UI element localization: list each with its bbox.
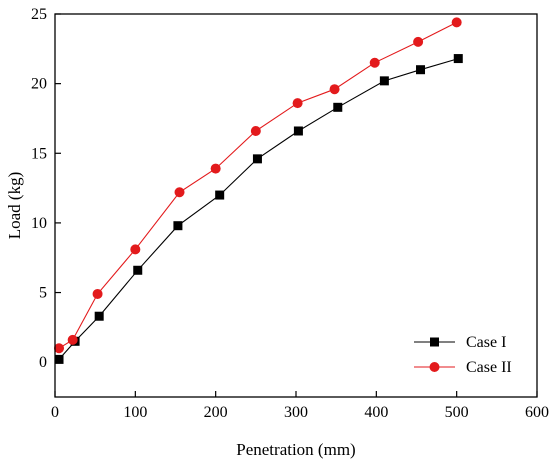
legend-label-case-1: Case I	[466, 334, 506, 351]
legend-item-case-1: Case I	[414, 334, 506, 351]
data-point-case-2	[67, 334, 78, 345]
data-point-case-1	[379, 76, 389, 86]
data-point-case-1	[94, 311, 104, 321]
x-axis-title: Penetration (mm)	[236, 440, 355, 459]
legend: Case I Case II	[414, 334, 512, 376]
legend-item-case-2: Case II	[414, 359, 512, 376]
y-tick-label: 15	[31, 145, 47, 162]
legend-label-case-2: Case II	[466, 359, 512, 376]
data-point-case-2	[210, 163, 221, 174]
legend-marker-case-2	[429, 362, 440, 372]
data-point-case-2	[329, 84, 340, 95]
y-tick-label: 25	[31, 6, 47, 23]
y-tick-label: 0	[39, 354, 47, 371]
x-tick-label: 400	[364, 404, 388, 421]
data-point-case-1	[252, 154, 262, 164]
x-tick-label: 200	[204, 404, 228, 421]
plot-frame	[54, 13, 538, 398]
y-tick-label: 10	[31, 215, 47, 232]
x-tick-label: 600	[525, 404, 549, 421]
x-axis-ticks: 0 100 200 300 400 500 600	[51, 391, 549, 421]
x-tick-label: 100	[123, 404, 147, 421]
legend-marker-case-1	[430, 337, 439, 347]
data-point-case-2	[54, 343, 65, 354]
series-line-1	[58, 58, 459, 360]
data-point-case-2	[250, 125, 261, 136]
data-point-case-2	[369, 57, 380, 68]
x-tick-label: 0	[51, 404, 59, 421]
x-tick-label: 300	[284, 404, 308, 421]
data-point-case-2	[174, 187, 185, 198]
data-point-case-2	[130, 244, 141, 255]
series-layer	[54, 17, 463, 364]
data-point-case-1	[173, 221, 183, 231]
data-point-case-1	[453, 54, 463, 64]
series-line-2	[58, 21, 457, 349]
x-tick-label: 500	[445, 404, 469, 421]
y-axis-title: Load (kg)	[5, 172, 24, 240]
data-point-case-2	[413, 36, 424, 47]
data-point-case-1	[54, 354, 64, 364]
data-point-case-2	[292, 98, 303, 109]
data-point-case-1	[133, 265, 143, 275]
data-point-case-1	[293, 126, 303, 136]
y-axis-ticks: 0 5 10 15 20 25	[31, 6, 61, 371]
data-point-case-1	[215, 190, 225, 200]
y-tick-label: 5	[39, 285, 47, 302]
data-point-case-1	[333, 102, 343, 112]
data-point-case-2	[451, 17, 462, 28]
data-point-case-2	[92, 288, 103, 299]
data-point-case-1	[416, 65, 426, 75]
y-tick-label: 20	[31, 76, 47, 93]
